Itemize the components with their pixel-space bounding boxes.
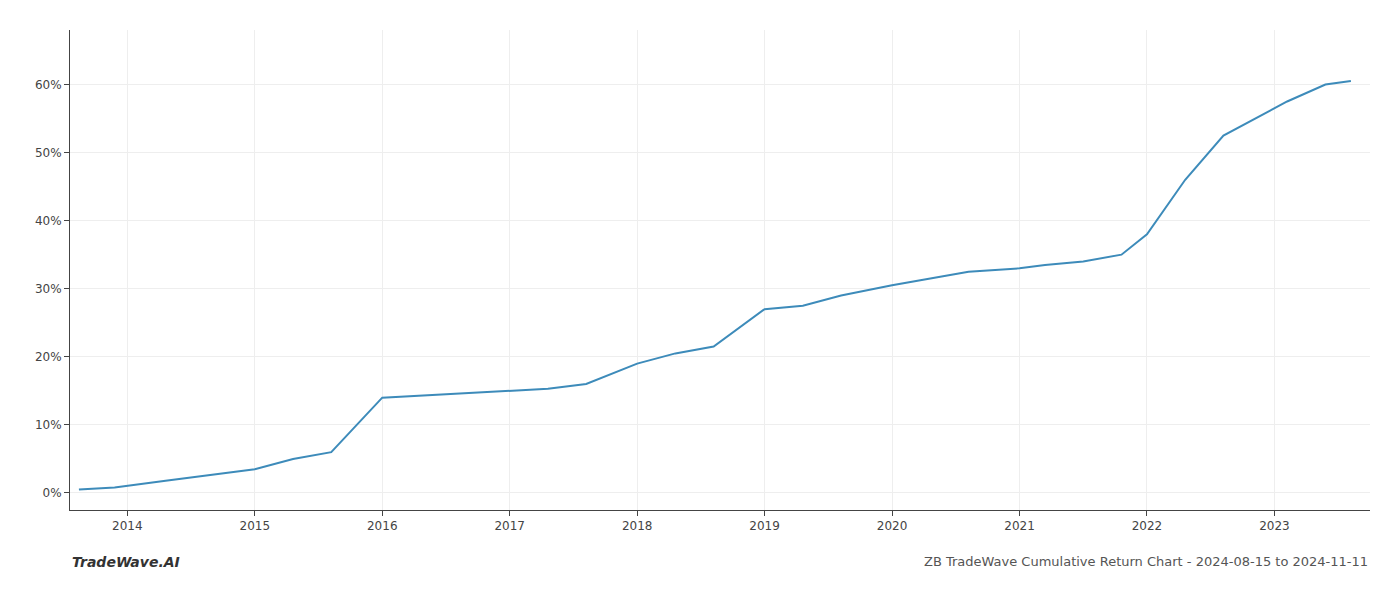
svg-text:0%: 0%: [43, 486, 62, 500]
svg-text:60%: 60%: [35, 78, 62, 92]
svg-text:TradeWave.AI: TradeWave.AI: [72, 554, 180, 570]
svg-text:2019: 2019: [749, 519, 780, 533]
svg-text:2023: 2023: [1259, 519, 1290, 533]
svg-text:ZB TradeWave Cumulative Return: ZB TradeWave Cumulative Return Chart - 2…: [924, 554, 1368, 569]
svg-text:2014: 2014: [112, 519, 143, 533]
svg-text:50%: 50%: [35, 146, 62, 160]
svg-text:2015: 2015: [240, 519, 271, 533]
svg-text:2018: 2018: [622, 519, 653, 533]
svg-text:20%: 20%: [35, 350, 62, 364]
svg-text:40%: 40%: [35, 214, 62, 228]
svg-text:2020: 2020: [877, 519, 908, 533]
svg-text:2021: 2021: [1004, 519, 1035, 533]
svg-text:2017: 2017: [494, 519, 525, 533]
svg-text:2022: 2022: [1132, 519, 1163, 533]
svg-text:2016: 2016: [367, 519, 398, 533]
svg-text:10%: 10%: [35, 418, 62, 432]
svg-text:30%: 30%: [35, 282, 62, 296]
